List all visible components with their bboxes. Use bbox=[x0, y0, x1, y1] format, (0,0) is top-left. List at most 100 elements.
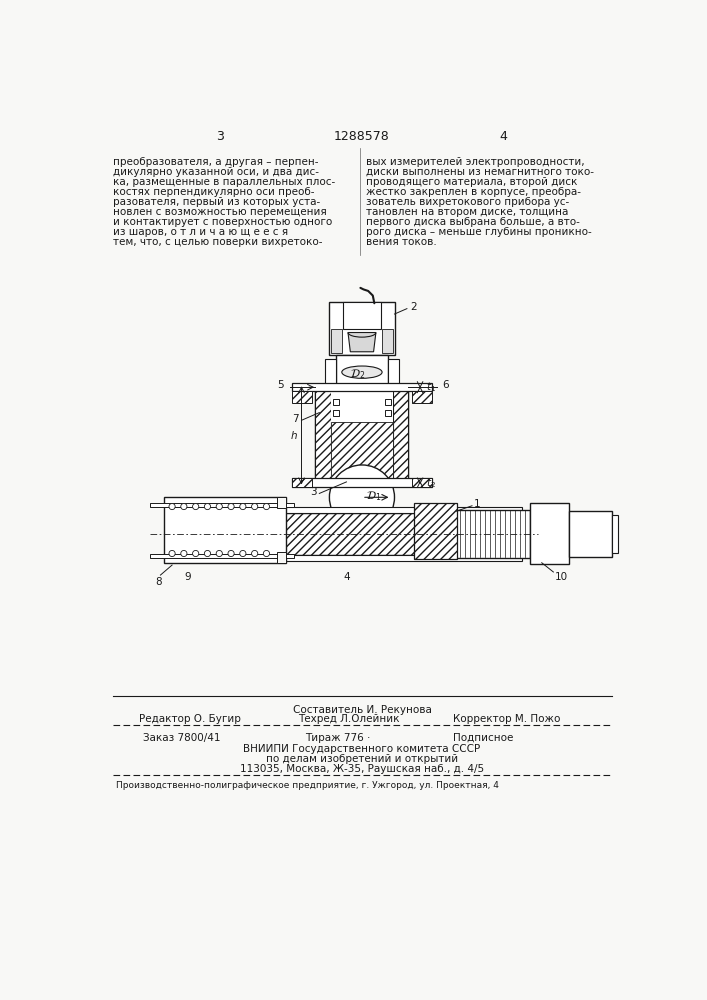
Circle shape bbox=[263, 550, 269, 557]
Text: Корректор М. Пожо: Корректор М. Пожо bbox=[452, 714, 560, 724]
Bar bbox=[315, 389, 409, 482]
Text: тем, что, с целью поверки вихретоко-: тем, что, с целью поверки вихретоко- bbox=[113, 237, 322, 247]
Text: Подписное: Подписное bbox=[452, 733, 513, 743]
Bar bbox=[332, 399, 339, 405]
Circle shape bbox=[329, 465, 395, 530]
Bar bbox=[292, 383, 432, 391]
Bar bbox=[331, 422, 393, 478]
Bar bbox=[530, 503, 569, 564]
Circle shape bbox=[240, 503, 246, 510]
Bar bbox=[315, 389, 331, 482]
Bar bbox=[292, 391, 312, 403]
Text: зователь вихретокового прибора ус-: зователь вихретокового прибора ус- bbox=[366, 197, 569, 207]
Bar bbox=[412, 391, 432, 403]
Text: разователя, первый из которых уста-: разователя, первый из которых уста- bbox=[113, 197, 320, 207]
Text: $t_1$: $t_1$ bbox=[426, 380, 436, 394]
Text: $h$: $h$ bbox=[290, 429, 298, 441]
Bar bbox=[412, 478, 432, 487]
Polygon shape bbox=[348, 333, 376, 352]
Circle shape bbox=[228, 503, 234, 510]
Text: по делам изобретений и открытий: по делам изобретений и открытий bbox=[266, 754, 458, 764]
Bar bbox=[332, 410, 339, 416]
Text: 5: 5 bbox=[277, 380, 284, 390]
Bar bbox=[151, 554, 293, 558]
Text: 1288578: 1288578 bbox=[334, 130, 390, 143]
Bar bbox=[336, 355, 388, 389]
Bar bbox=[164, 497, 286, 563]
Circle shape bbox=[263, 503, 269, 510]
Text: $\mathcal{D}_2$: $\mathcal{D}_2$ bbox=[351, 367, 366, 381]
Text: $t_2$: $t_2$ bbox=[426, 476, 436, 490]
Bar bbox=[414, 503, 457, 559]
Bar bbox=[292, 478, 432, 487]
Ellipse shape bbox=[341, 366, 382, 378]
Bar bbox=[612, 515, 618, 553]
Bar bbox=[325, 359, 336, 386]
Text: Производственно-полиграфическое предприятие, г. Ужгород, ул. Проектная, 4: Производственно-полиграфическое предприя… bbox=[116, 781, 499, 790]
Text: 10: 10 bbox=[555, 572, 568, 582]
Bar bbox=[166, 507, 522, 513]
Bar bbox=[331, 329, 341, 353]
Bar bbox=[452, 510, 530, 558]
Text: 4: 4 bbox=[343, 572, 350, 582]
Text: Заказ 7800/41: Заказ 7800/41 bbox=[143, 733, 220, 743]
Text: дикулярно указанной оси, и два дис-: дикулярно указанной оси, и два дис- bbox=[113, 167, 319, 177]
Text: из шаров, о т л и ч а ю щ е е с я: из шаров, о т л и ч а ю щ е е с я bbox=[113, 227, 288, 237]
Text: вения токов.: вения токов. bbox=[366, 237, 437, 247]
Bar bbox=[382, 329, 393, 353]
Bar bbox=[388, 359, 399, 386]
Text: 7: 7 bbox=[292, 414, 298, 424]
Text: жестко закреплен в корпусе, преобра-: жестко закреплен в корпусе, преобра- bbox=[366, 187, 581, 197]
Bar bbox=[166, 513, 522, 555]
Text: 113035, Москва, Ж-35, Раушская наб., д. 4/5: 113035, Москва, Ж-35, Раушская наб., д. … bbox=[240, 764, 484, 774]
Text: костях перпендикулярно оси преоб-: костях перпендикулярно оси преоб- bbox=[113, 187, 315, 197]
Text: 4: 4 bbox=[499, 130, 507, 143]
Text: ка, размещенные в параллельных плос-: ка, размещенные в параллельных плос- bbox=[113, 177, 335, 187]
Text: Тираж 776 ·: Тираж 776 · bbox=[305, 733, 370, 743]
Circle shape bbox=[240, 550, 246, 557]
Text: и контактирует с поверхностью одного: и контактирует с поверхностью одного bbox=[113, 217, 332, 227]
Text: преобразователя, а другая – перпен-: преобразователя, а другая – перпен- bbox=[113, 157, 319, 167]
Circle shape bbox=[204, 550, 211, 557]
Bar bbox=[151, 503, 293, 507]
Text: проводящего материала, второй диск: проводящего материала, второй диск bbox=[366, 177, 577, 187]
Circle shape bbox=[181, 550, 187, 557]
Circle shape bbox=[192, 550, 199, 557]
Text: 6: 6 bbox=[443, 380, 449, 390]
Circle shape bbox=[169, 503, 175, 510]
Bar bbox=[329, 302, 395, 355]
Text: 3: 3 bbox=[216, 130, 224, 143]
Text: новлен с возможностью перемещения: новлен с возможностью перемещения bbox=[113, 207, 327, 217]
Text: 2: 2 bbox=[410, 302, 416, 312]
Bar bbox=[292, 478, 312, 487]
Text: 8: 8 bbox=[155, 577, 161, 587]
Bar bbox=[331, 389, 393, 482]
Bar bbox=[344, 302, 380, 329]
Text: ВНИИПИ Государственного комитета СССР: ВНИИПИ Государственного комитета СССР bbox=[243, 744, 481, 754]
Circle shape bbox=[192, 503, 199, 510]
Text: тановлен на втором диске, толщина: тановлен на втором диске, толщина bbox=[366, 207, 568, 217]
Circle shape bbox=[181, 503, 187, 510]
Circle shape bbox=[252, 550, 258, 557]
Bar bbox=[385, 399, 392, 405]
Text: Редактор О. Бугир: Редактор О. Бугир bbox=[139, 714, 240, 724]
Bar bbox=[569, 511, 612, 557]
Text: 3: 3 bbox=[310, 487, 317, 497]
Text: рого диска – меньше глубины проникно-: рого диска – меньше глубины проникно- bbox=[366, 227, 592, 237]
Text: диски выполнены из немагнитного токо-: диски выполнены из немагнитного токо- bbox=[366, 167, 594, 177]
Text: первого диска выбрана больше, а вто-: первого диска выбрана больше, а вто- bbox=[366, 217, 580, 227]
Circle shape bbox=[252, 503, 258, 510]
Text: Составитель И. Рекунова: Составитель И. Рекунова bbox=[293, 705, 431, 715]
Text: 9: 9 bbox=[185, 572, 191, 582]
Bar bbox=[276, 497, 286, 508]
Bar bbox=[276, 552, 286, 563]
Circle shape bbox=[216, 503, 223, 510]
Bar bbox=[166, 555, 522, 561]
Text: 1: 1 bbox=[474, 499, 480, 509]
Circle shape bbox=[216, 550, 223, 557]
Text: $\mathcal{D}_1$: $\mathcal{D}_1$ bbox=[366, 489, 381, 503]
Circle shape bbox=[204, 503, 211, 510]
Circle shape bbox=[169, 550, 175, 557]
Bar bbox=[385, 410, 392, 416]
Bar bbox=[393, 389, 409, 482]
